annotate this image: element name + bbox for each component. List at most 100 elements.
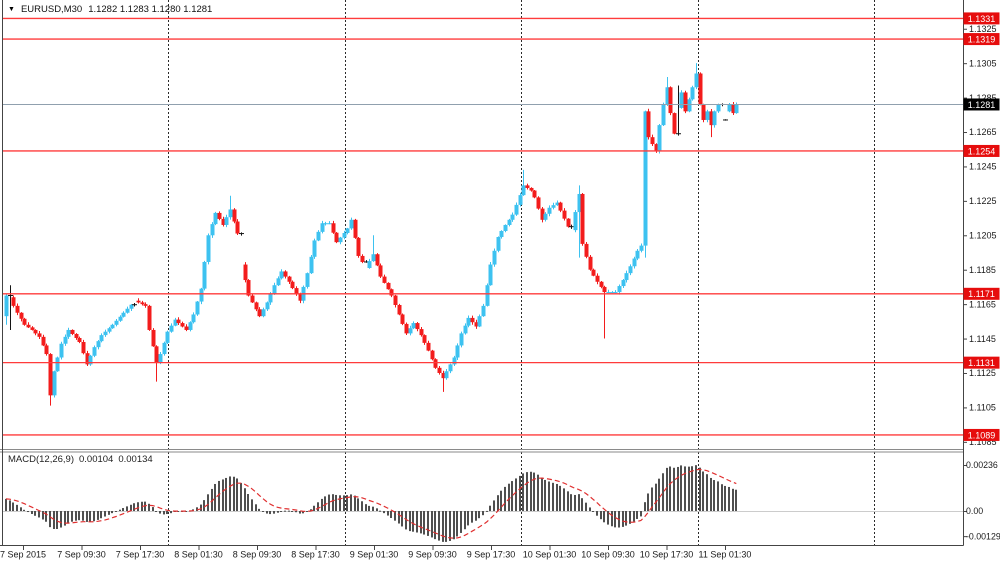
candle-body: [551, 205, 556, 208]
candle-body: [129, 304, 134, 309]
price-axis-labels[interactable]: 1.1325 1.1305 1.1285 1.1265 1.1245 1.1225 1.12…: [963, 24, 997, 447]
candle-body: [558, 202, 563, 211]
price-tick-label: 1.1305: [969, 58, 997, 68]
macd-histogram-bar: [460, 511, 462, 533]
candle-body: [26, 324, 31, 328]
candle-body: [356, 237, 361, 256]
candle-body: [44, 345, 49, 355]
candle-body: [268, 293, 273, 303]
candle-body: [52, 371, 57, 396]
macd-histogram-bar: [126, 506, 128, 511]
candle-body: [591, 269, 596, 276]
candle-body: [180, 323, 185, 327]
candle-body: [165, 331, 170, 343]
candle-body: [521, 185, 526, 196]
macd-histogram-bar: [636, 511, 638, 519]
macd-signal-value: 0.00134: [118, 454, 153, 465]
price-tick-label: 1.1165: [969, 299, 996, 309]
candle-body: [246, 280, 251, 296]
macd-histogram-bar: [662, 473, 664, 511]
candle-body: [99, 335, 104, 342]
price-tick-label: 1.1125: [969, 368, 996, 378]
macd-histogram-bar: [691, 466, 693, 511]
macd-histogram-bar: [222, 479, 224, 511]
candle-body: [532, 190, 537, 198]
time-tick-label: 11 Sep 01:30: [699, 550, 752, 560]
candle-body: [452, 357, 457, 365]
candle-body: [426, 342, 431, 351]
macd-histogram-bar: [310, 509, 312, 511]
candle-body: [455, 345, 460, 358]
macd-histogram-bar: [533, 472, 535, 511]
macd-histogram-bar: [412, 511, 414, 532]
macd-histogram-bar: [519, 475, 521, 511]
macd-histogram-bar: [541, 477, 543, 511]
candle-body: [731, 104, 736, 114]
price-tick-label: 1.1085: [969, 437, 997, 447]
candle-body: [331, 223, 336, 233]
macd-histogram-bar: [288, 510, 290, 512]
time-axis-labels[interactable]: 7 Sep 2015 7 Sep 09:30 7 Sep 17:30 8 Sep 01…: [0, 545, 751, 560]
candle-body: [646, 111, 651, 138]
macd-histogram-bar: [607, 511, 609, 525]
macd-histogram-bar: [75, 511, 77, 521]
macd-histogram-bar: [346, 495, 348, 511]
macd-histogram-bar: [368, 505, 370, 511]
candle-body: [657, 125, 662, 151]
candle-body: [41, 336, 46, 346]
macd-histogram-bar: [38, 511, 40, 518]
macd-histogram-bar: [504, 486, 506, 511]
candle-body: [393, 295, 398, 305]
macd-histogram-bar: [244, 488, 246, 511]
candle-body: [602, 286, 607, 293]
candle-body: [338, 237, 343, 243]
macd-histogram-bar: [284, 510, 286, 512]
macd-histogram-bar: [108, 511, 110, 515]
candle-body: [367, 261, 372, 268]
macd-histogram-bar: [137, 502, 139, 511]
resistance-support-lines[interactable]: [3, 17, 963, 436]
svg-text:1.1254: 1.1254: [968, 146, 996, 156]
macd-histogram-bar: [306, 511, 308, 512]
axes[interactable]: [0, 0, 964, 546]
macd-histogram-bar: [710, 477, 712, 511]
macd-histogram-bar: [567, 491, 569, 511]
macd-axis-labels[interactable]: 0.00236 0.00 -0.00129: [963, 460, 1000, 541]
macd-histogram-bar: [111, 511, 113, 514]
pane-divider[interactable]: [0, 449, 963, 453]
candle-body: [525, 185, 530, 188]
candle-body: [632, 258, 637, 267]
macd-histogram-bar: [64, 511, 66, 526]
macd-histogram-bar: [677, 466, 679, 511]
time-tick-label: 10 Sep 09:30: [581, 550, 635, 560]
macd-histogram-bar: [556, 483, 558, 511]
level-price-badge: 1.1131: [963, 356, 1000, 369]
macd-histogram-bar: [299, 511, 301, 514]
macd-histogram-bar: [317, 502, 319, 511]
macd-histogram-bar: [394, 511, 396, 521]
macd-histogram-bar: [673, 467, 675, 511]
macd-histogram-bar: [67, 511, 69, 524]
macd-histogram-bar: [416, 511, 418, 533]
level-price-badge: 1.1331: [963, 12, 1000, 25]
candle-body: [232, 209, 237, 222]
macd-histogram-bar: [130, 504, 132, 511]
candle-body: [466, 317, 471, 326]
price-tick-label: 1.1225: [969, 196, 997, 206]
time-tick-label: 7 Sep 2015: [0, 550, 46, 560]
macd-histogram-bar: [493, 500, 495, 511]
candle-body: [694, 73, 699, 88]
symbol-marker-icon: ▼: [8, 5, 15, 13]
macd-histogram-bar: [600, 511, 602, 520]
candle-body: [290, 281, 295, 289]
macd-histogram-bar: [390, 511, 392, 518]
candle-body: [342, 232, 347, 238]
macd-histogram-bar: [651, 487, 653, 511]
macd-histogram-bar: [596, 511, 598, 516]
candle-body: [66, 329, 71, 337]
macd-histogram-bar: [218, 480, 220, 511]
macd-histogram-bar: [427, 511, 429, 536]
macd-histogram-bar: [273, 511, 275, 514]
